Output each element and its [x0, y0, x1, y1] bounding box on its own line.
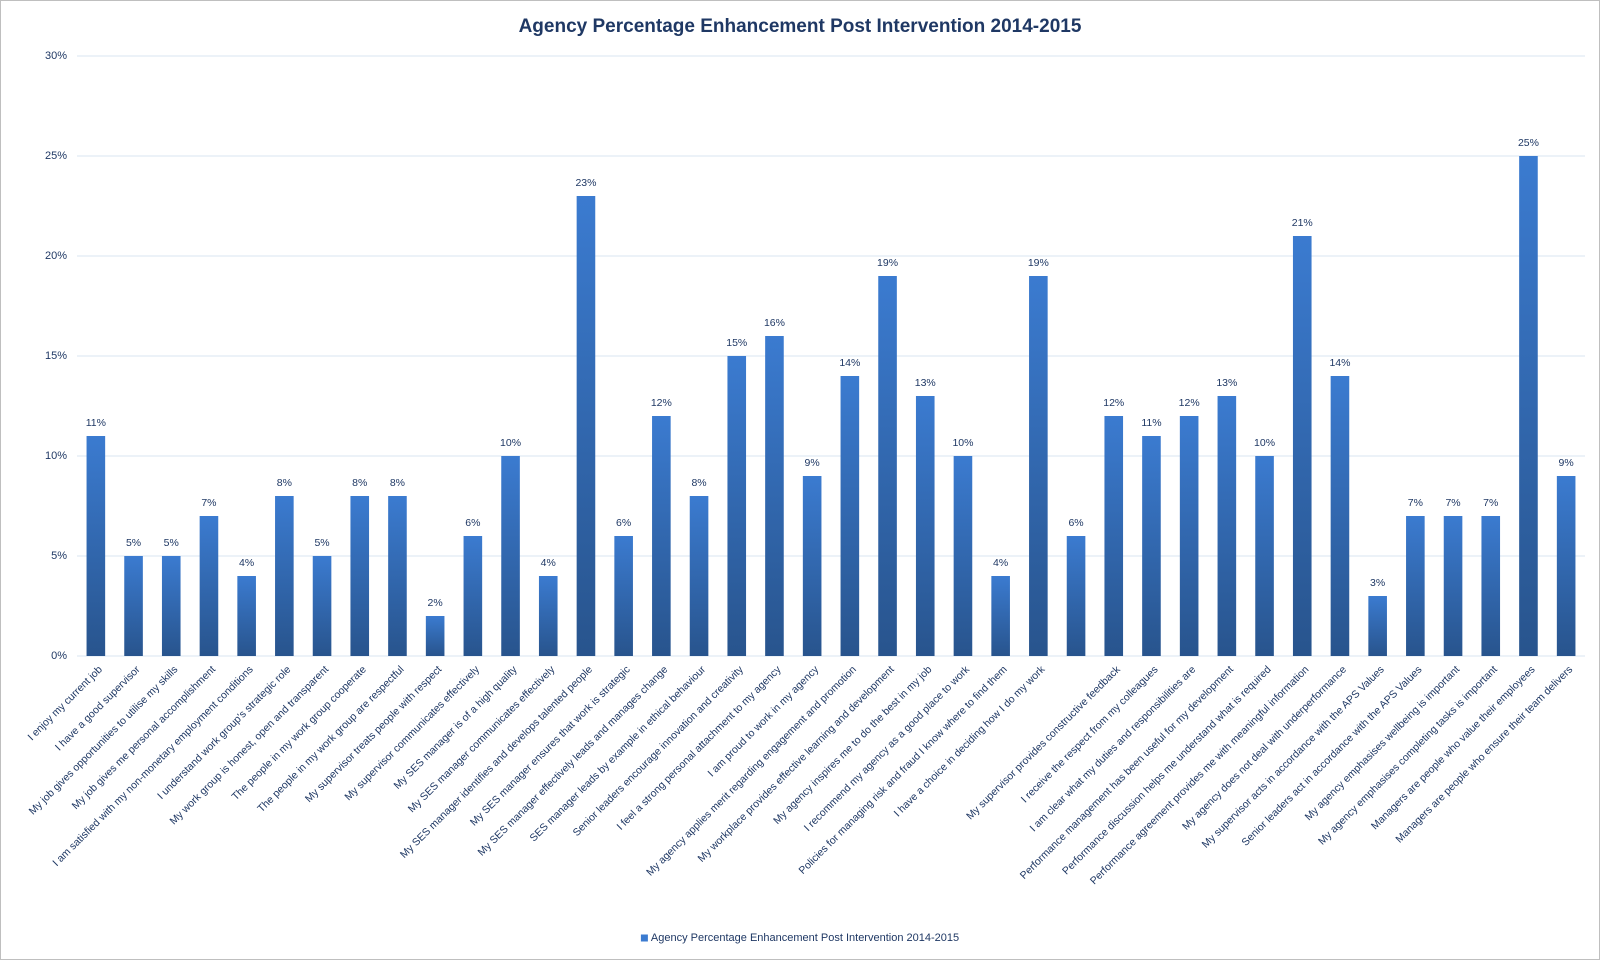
data-label: 5% — [126, 537, 141, 549]
bar — [840, 376, 860, 656]
bar — [388, 496, 407, 656]
data-label: 8% — [277, 477, 292, 489]
data-label: 8% — [390, 477, 405, 489]
bar — [237, 576, 256, 656]
y-tick-label: 0% — [51, 650, 67, 662]
bar — [953, 456, 973, 656]
bar — [1179, 416, 1199, 656]
data-label: 11% — [1141, 417, 1161, 429]
bar — [1368, 596, 1387, 656]
bar — [802, 476, 822, 656]
data-label: 6% — [465, 517, 480, 529]
data-label: 11% — [86, 417, 106, 429]
legend-swatch — [640, 934, 648, 942]
data-label: 23% — [575, 177, 596, 189]
data-label: 12% — [1103, 397, 1124, 409]
data-label: 25% — [1518, 137, 1539, 149]
bar — [425, 616, 445, 656]
data-label: 7% — [1408, 497, 1423, 509]
bar — [915, 396, 935, 656]
data-label: 6% — [1068, 517, 1083, 529]
y-tick-label: 25% — [45, 150, 67, 162]
bar — [727, 356, 747, 656]
y-tick-label: 20% — [45, 250, 67, 262]
bar — [1104, 416, 1124, 656]
bar — [614, 536, 633, 656]
bar — [652, 416, 671, 656]
y-tick-label: 5% — [51, 550, 67, 562]
data-label: 19% — [1028, 257, 1049, 269]
bar — [1255, 456, 1274, 656]
y-tick-label: 10% — [45, 450, 67, 462]
bar — [538, 576, 558, 656]
bar — [1066, 536, 1086, 656]
legend: Agency Percentage Enhancement Post Inter… — [640, 932, 959, 944]
data-label: 21% — [1292, 217, 1313, 229]
bar — [463, 536, 483, 656]
bar — [1519, 156, 1538, 656]
bar — [1556, 476, 1576, 656]
bar — [350, 496, 370, 656]
bar — [1142, 436, 1161, 656]
bar — [1217, 396, 1237, 656]
bar — [161, 556, 181, 656]
data-label: 13% — [915, 377, 936, 389]
bar — [1443, 516, 1463, 656]
bar — [199, 516, 219, 656]
data-label: 7% — [201, 497, 216, 509]
data-label: 16% — [764, 317, 785, 329]
data-label: 13% — [1216, 377, 1237, 389]
bar — [124, 556, 143, 656]
data-label: 14% — [1329, 357, 1350, 369]
bar — [878, 276, 897, 656]
bar — [1029, 276, 1048, 656]
bar — [576, 196, 596, 656]
data-label: 2% — [428, 597, 443, 609]
bar — [501, 456, 520, 656]
data-label: 6% — [616, 517, 631, 529]
data-label: 15% — [726, 337, 747, 349]
chart-title: Agency Percentage Enhancement Post Inter… — [519, 16, 1082, 37]
data-label: 5% — [164, 537, 179, 549]
data-label: 10% — [952, 437, 973, 449]
bar — [275, 496, 294, 656]
bar — [1481, 516, 1501, 656]
data-label: 8% — [352, 477, 367, 489]
data-label: 12% — [651, 397, 672, 409]
data-label: 5% — [314, 537, 329, 549]
data-label: 10% — [1254, 437, 1275, 449]
data-label: 7% — [1483, 497, 1498, 509]
bar — [86, 436, 106, 656]
data-label: 12% — [1179, 397, 1200, 409]
data-label: 9% — [805, 457, 820, 469]
data-label: 10% — [500, 437, 521, 449]
y-tick-label: 30% — [45, 50, 67, 62]
data-label: 14% — [839, 357, 860, 369]
data-label: 8% — [691, 477, 706, 489]
data-label: 4% — [993, 557, 1008, 569]
legend-label: Agency Percentage Enhancement Post Inter… — [651, 932, 959, 944]
y-tick-label: 15% — [45, 350, 67, 362]
data-label: 3% — [1370, 577, 1385, 589]
bar — [765, 336, 784, 656]
bar — [1330, 376, 1350, 656]
data-label: 4% — [239, 557, 254, 569]
bar — [312, 556, 332, 656]
data-label: 4% — [541, 557, 556, 569]
data-label: 9% — [1559, 457, 1574, 469]
data-label: 7% — [1445, 497, 1460, 509]
bar — [1292, 236, 1312, 656]
data-label: 19% — [877, 257, 898, 269]
bar — [689, 496, 709, 656]
bar — [991, 576, 1010, 656]
bar — [1406, 516, 1425, 656]
